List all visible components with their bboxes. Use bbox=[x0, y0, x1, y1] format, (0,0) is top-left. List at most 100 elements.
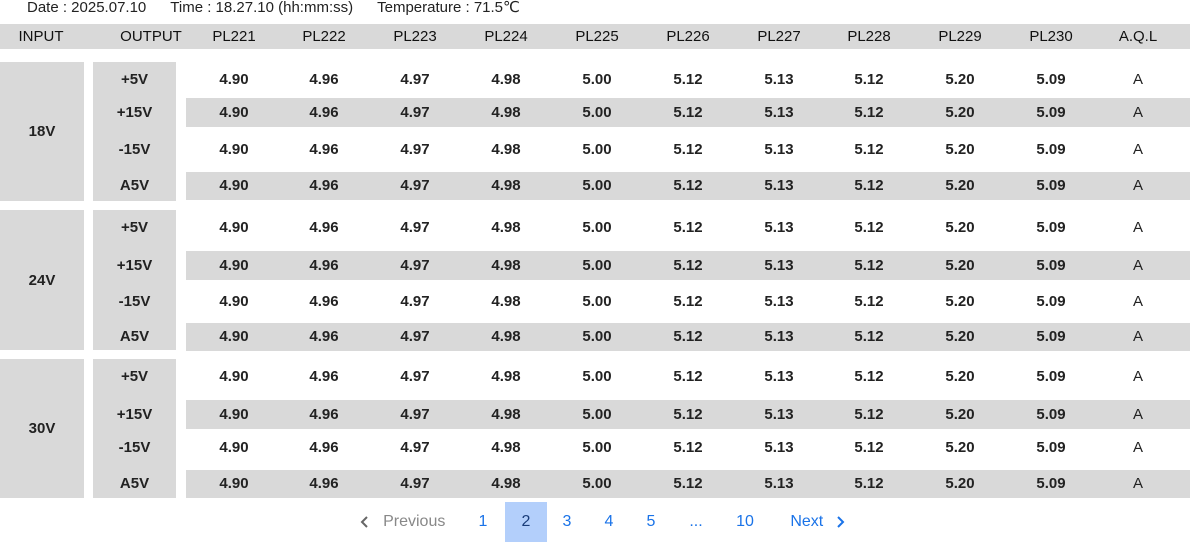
output-voltage-cell: +5V bbox=[93, 62, 176, 98]
measurement-cell: 5.12 bbox=[854, 293, 884, 310]
page-link[interactable]: 2 bbox=[505, 502, 547, 542]
page-link[interactable]: 10 bbox=[736, 513, 754, 530]
measurement-cell: 5.20 bbox=[945, 177, 975, 194]
measurement-cell: 5.09 bbox=[1036, 293, 1066, 310]
page-link[interactable]: 5 bbox=[646, 513, 656, 530]
measurement-cell: 4.98 bbox=[491, 104, 521, 121]
previous-button[interactable]: Previous bbox=[352, 502, 452, 542]
measurement-cell: 4.98 bbox=[491, 439, 521, 456]
aql-cell: A bbox=[1132, 293, 1143, 310]
measurement-cell: 5.00 bbox=[582, 293, 612, 310]
column-header: PL223 bbox=[393, 28, 437, 45]
page-ellipsis: ... bbox=[689, 513, 703, 530]
measurement-cell: 5.12 bbox=[673, 439, 703, 456]
measurement-cell: 5.13 bbox=[764, 177, 794, 194]
measurement-cell: 4.96 bbox=[309, 328, 339, 345]
measurement-cell: 4.98 bbox=[491, 406, 521, 423]
column-header: PL222 bbox=[302, 28, 346, 45]
measurement-cell: 4.90 bbox=[219, 141, 249, 158]
measurement-cell: 4.97 bbox=[400, 475, 430, 492]
measurement-cell: 4.97 bbox=[400, 368, 430, 385]
measurement-cell: 5.12 bbox=[854, 257, 884, 274]
row-band bbox=[186, 251, 1190, 280]
measurement-cell: 5.12 bbox=[673, 406, 703, 423]
measurement-cell: 5.13 bbox=[764, 328, 794, 345]
aql-cell: A bbox=[1132, 71, 1143, 88]
measurement-cell: 4.97 bbox=[400, 257, 430, 274]
row-band bbox=[186, 470, 1190, 498]
measurement-cell: 5.12 bbox=[673, 219, 703, 236]
aql-cell: A bbox=[1132, 475, 1143, 492]
measurement-cell: 5.12 bbox=[854, 368, 884, 385]
measurement-cell: 5.09 bbox=[1036, 257, 1066, 274]
measurement-cell: 4.97 bbox=[400, 177, 430, 194]
time-readout: Time : 18.27.10 (hh:mm:ss) bbox=[170, 0, 354, 16]
measurement-cell: 5.20 bbox=[945, 475, 975, 492]
aql-cell: A bbox=[1132, 439, 1143, 456]
measurement-cell: 4.96 bbox=[309, 71, 339, 88]
measurement-cell: 5.12 bbox=[673, 104, 703, 121]
output-voltage-cell: +15V bbox=[93, 251, 176, 287]
measurement-cell: 5.09 bbox=[1036, 219, 1066, 236]
measurement-cell: 4.96 bbox=[309, 406, 339, 423]
output-voltage-cell: -15V bbox=[93, 433, 176, 470]
measurement-cell: 4.90 bbox=[219, 71, 249, 88]
next-button[interactable]: Next bbox=[782, 502, 854, 542]
measurement-cell: 5.12 bbox=[854, 219, 884, 236]
measurement-cell: 5.12 bbox=[854, 104, 884, 121]
column-header: PL227 bbox=[757, 28, 801, 45]
row-band bbox=[186, 98, 1190, 127]
measurement-cell: 5.12 bbox=[854, 71, 884, 88]
measurement-cell: 4.97 bbox=[400, 406, 430, 423]
measurement-cell: 5.12 bbox=[673, 293, 703, 310]
measurement-cell: 5.20 bbox=[945, 141, 975, 158]
output-voltage-cell: +5V bbox=[93, 210, 176, 251]
output-voltage-cell: +15V bbox=[93, 98, 176, 135]
page-link[interactable]: 4 bbox=[604, 513, 614, 530]
measurement-cell: 5.12 bbox=[854, 406, 884, 423]
measurement-cell: 5.12 bbox=[673, 257, 703, 274]
measurement-cell: 5.20 bbox=[945, 257, 975, 274]
page-link[interactable]: 3 bbox=[562, 513, 572, 530]
measurement-cell: 5.09 bbox=[1036, 141, 1066, 158]
measurement-cell: 4.96 bbox=[309, 141, 339, 158]
measurement-cell: 5.00 bbox=[582, 71, 612, 88]
measurement-cell: 5.09 bbox=[1036, 475, 1066, 492]
measurement-cell: 5.20 bbox=[945, 219, 975, 236]
previous-label: Previous bbox=[383, 513, 446, 530]
measurement-cell: 5.12 bbox=[673, 475, 703, 492]
measurement-cell: 4.90 bbox=[219, 475, 249, 492]
aql-cell: A bbox=[1132, 406, 1143, 423]
aql-cell: A bbox=[1132, 104, 1143, 121]
output-voltage-cell: +15V bbox=[93, 400, 176, 433]
output-voltage-cell: A5V bbox=[93, 172, 176, 201]
measurement-cell: 5.13 bbox=[764, 104, 794, 121]
measurement-cell: 4.96 bbox=[309, 257, 339, 274]
measurement-cell: 5.13 bbox=[764, 368, 794, 385]
output-voltage-cell: A5V bbox=[93, 323, 176, 350]
input-voltage-cell: 24V bbox=[0, 210, 84, 350]
measurement-cell: 5.00 bbox=[582, 177, 612, 194]
measurement-cell: 4.97 bbox=[400, 293, 430, 310]
measurement-cell: 5.09 bbox=[1036, 104, 1066, 121]
measurement-cell: 5.20 bbox=[945, 293, 975, 310]
measurement-cell: 4.98 bbox=[491, 293, 521, 310]
page-link[interactable]: 1 bbox=[478, 513, 488, 530]
measurement-cell: 5.09 bbox=[1036, 71, 1066, 88]
measurement-cell: 5.09 bbox=[1036, 328, 1066, 345]
measurement-cell: 4.98 bbox=[491, 177, 521, 194]
measurement-cell: 4.97 bbox=[400, 439, 430, 456]
column-header: PL224 bbox=[484, 28, 528, 45]
measurement-cell: 5.12 bbox=[673, 328, 703, 345]
measurement-cell: 5.13 bbox=[764, 71, 794, 88]
measurement-cell: 5.13 bbox=[764, 141, 794, 158]
measurement-cell: 4.90 bbox=[219, 219, 249, 236]
aql-cell: A bbox=[1132, 257, 1143, 274]
measurement-cell: 4.97 bbox=[400, 71, 430, 88]
input-voltage-cell: 30V bbox=[0, 359, 84, 498]
measurement-cell: 5.20 bbox=[945, 104, 975, 121]
measurement-cell: 5.00 bbox=[582, 141, 612, 158]
measurement-cell: 5.00 bbox=[582, 368, 612, 385]
input-voltage-cell: 18V bbox=[0, 62, 84, 201]
measurement-cell: 4.97 bbox=[400, 104, 430, 121]
